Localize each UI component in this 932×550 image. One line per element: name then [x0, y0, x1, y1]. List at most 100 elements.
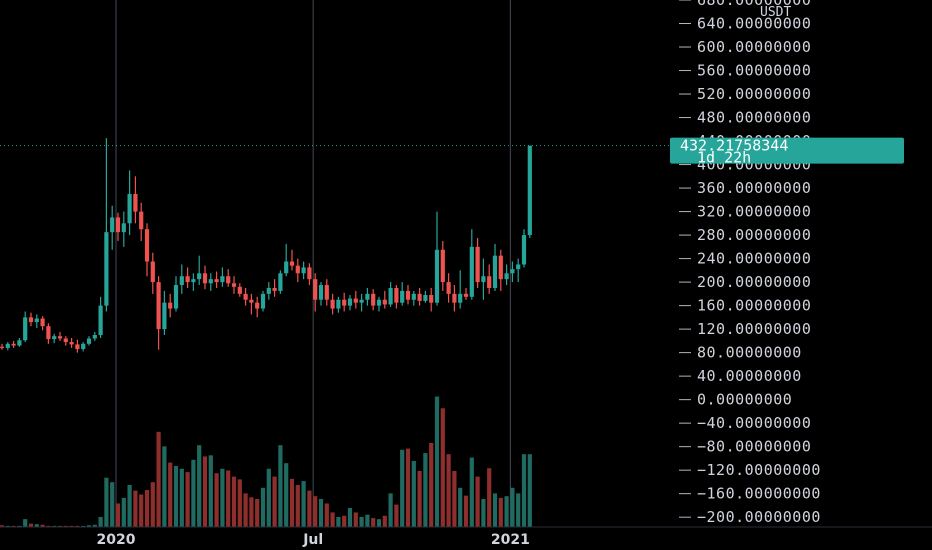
volume-bar: [69, 525, 74, 527]
candle-body: [400, 290, 405, 303]
volume-bar: [214, 473, 219, 527]
candle-body: [313, 279, 318, 300]
candle-body: [92, 334, 97, 339]
volume-bar: [376, 519, 382, 527]
candle-body: [11, 343, 16, 346]
volume-bar: [173, 465, 179, 527]
candle-body: [382, 299, 387, 305]
volume-bar: [481, 499, 486, 527]
candle-body: [527, 145, 532, 236]
price-tick-label: 520.00000000: [697, 85, 811, 103]
candle-body: [179, 276, 184, 286]
candle-body: [249, 299, 254, 303]
candle-body: [440, 249, 445, 283]
price-tick-label: 40.00000000: [697, 367, 802, 385]
candle-body: [46, 326, 51, 340]
candle-body: [139, 211, 144, 230]
volume-bar: [527, 454, 532, 527]
candle-body: [301, 267, 306, 274]
candle-body: [272, 287, 277, 291]
candle-body: [446, 282, 451, 294]
volume-bar: [440, 408, 445, 527]
volume-bar: [463, 495, 469, 527]
candle-body: [52, 336, 57, 340]
candle-body: [487, 276, 492, 288]
volume-bar: [330, 512, 335, 527]
volume-bar: [162, 446, 167, 527]
volume-bar: [469, 457, 474, 527]
price-axis[interactable]: 680.00000000 640.00000000 600.00000000 560.…: [679, 0, 821, 526]
candle-body: [133, 193, 138, 212]
candle-body: [34, 318, 39, 323]
candle-body: [516, 264, 521, 270]
volume-bar: [28, 523, 34, 527]
candle-body: [359, 299, 364, 303]
volume-bar: [405, 448, 411, 527]
volume-bar: [452, 471, 457, 527]
candle-body: [226, 276, 231, 284]
candle-body: [307, 267, 312, 280]
candle-body: [417, 293, 422, 301]
volume-bar: [98, 516, 103, 527]
time-axis[interactable]: 2020 Jul 2021: [0, 526, 932, 548]
candle-body: [28, 317, 34, 323]
candle-body: [318, 285, 324, 300]
candle-body: [0, 346, 5, 348]
volume-bar: [133, 490, 138, 527]
volume-bar: [313, 496, 318, 527]
volume-bar: [318, 499, 324, 527]
candle-body: [144, 229, 150, 262]
candle-body: [521, 235, 527, 265]
candle-body: [231, 283, 237, 287]
volume-bar: [202, 456, 208, 527]
volume-bar: [260, 487, 266, 527]
volume-bar: [139, 494, 144, 527]
candle-body: [173, 285, 179, 309]
candle-body: [284, 261, 289, 274]
volume-bar: [168, 462, 173, 527]
candle-body: [434, 249, 440, 303]
volume-bar: [492, 493, 498, 527]
volume-bar: [249, 497, 254, 527]
volume-bar: [382, 515, 387, 527]
volume-bar: [243, 493, 248, 527]
price-tick-label: 360.00000000: [697, 179, 811, 197]
candle-body: [376, 299, 382, 306]
price-tick-label: 680.00000000: [697, 0, 811, 9]
candle-body: [405, 290, 411, 300]
volume-bar: [226, 470, 231, 527]
candle-body: [330, 299, 335, 309]
volume-bar: [446, 454, 451, 527]
candle-body: [98, 305, 103, 335]
price-tick-label: 200.00000000: [697, 273, 811, 291]
volume-bar: [52, 525, 57, 527]
volume-bar: [92, 524, 97, 527]
candle-body: [69, 342, 74, 345]
volume-bar: [487, 468, 492, 527]
price-candles: [0, 138, 532, 353]
candle-body: [266, 287, 271, 294]
price-tick-label: 160.00000000: [697, 297, 811, 315]
volume-bar: [307, 490, 312, 527]
candle-body: [324, 285, 329, 300]
candle-body: [156, 282, 161, 330]
candle-body: [469, 246, 474, 297]
volume-bar: [458, 487, 463, 527]
candle-body: [388, 287, 393, 305]
candle-body: [260, 293, 266, 309]
volume-bar: [110, 482, 115, 527]
volume-bar: [208, 455, 213, 527]
candle-body: [57, 336, 63, 339]
currency-unit-label: USDT: [760, 5, 791, 20]
time-tick-label: 2020: [97, 532, 136, 548]
volume-bar: [220, 468, 225, 527]
candle-body: [411, 293, 416, 300]
volume-bar: [86, 525, 92, 527]
volume-bar: [197, 445, 202, 527]
candle-body: [475, 246, 480, 283]
candle-body: [81, 343, 86, 350]
volume-bar: [185, 472, 190, 527]
price-tick-label: 120.00000000: [697, 320, 811, 338]
price-tick-label: 320.00000000: [697, 203, 811, 221]
candle-body: [150, 261, 155, 283]
